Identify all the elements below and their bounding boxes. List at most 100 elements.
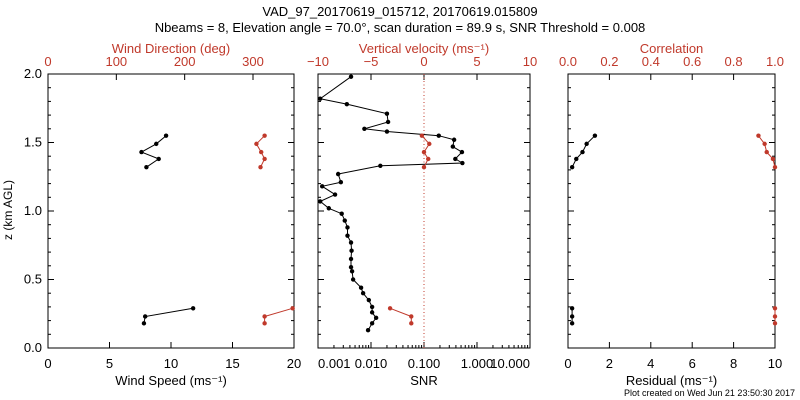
snr-point xyxy=(453,156,458,162)
x-axis-label: Residual (ms⁻¹) xyxy=(626,373,717,388)
figure-title-line1: VAD_97_20170619_015712, 20170619.015809 xyxy=(262,4,537,19)
plot-frame xyxy=(567,73,776,349)
vertical-velocity-point xyxy=(427,141,432,147)
x-tick-label: 6 xyxy=(689,356,696,371)
residual-point xyxy=(584,141,589,147)
snr-point xyxy=(373,315,379,321)
wind-speed-point xyxy=(156,156,161,162)
x-tick-label: 2 xyxy=(606,356,613,371)
snr-point xyxy=(332,192,338,197)
residual-point xyxy=(569,306,575,311)
x-tick-label: 1.000 xyxy=(461,356,494,371)
plot-frame xyxy=(47,73,295,349)
vertical-velocity-point xyxy=(409,321,414,326)
wind-speed-point xyxy=(141,321,147,326)
wind-direction-point xyxy=(262,314,267,319)
x-tick-label: 0.001 xyxy=(318,356,351,371)
snr-point xyxy=(319,184,325,189)
top-tick-label: 0.2 xyxy=(600,54,618,69)
snr-point xyxy=(384,129,390,134)
x-tick-label: 0.010 xyxy=(355,356,388,371)
snr-point xyxy=(460,160,465,166)
snr-point xyxy=(326,206,332,211)
y-tick-label: 1.5 xyxy=(24,135,42,150)
snr-point xyxy=(338,180,344,185)
correlation-point xyxy=(770,156,776,162)
top-tick-label: −5 xyxy=(364,54,379,69)
wind-speed-point xyxy=(163,133,169,138)
snr-point xyxy=(459,149,465,155)
top-tick-label: 300 xyxy=(242,54,264,69)
correlation-point xyxy=(772,306,778,311)
top-axis-label: Correlation xyxy=(640,41,704,56)
snr-point xyxy=(450,144,456,149)
vertical-velocity-point xyxy=(421,149,427,155)
wind-direction-point xyxy=(254,141,259,147)
top-tick-label: 0 xyxy=(420,54,427,69)
x-tick-label: 20 xyxy=(287,356,301,371)
snr-point xyxy=(348,264,354,270)
x-tick-label: 0.100 xyxy=(408,356,441,371)
x-tick-label: 0 xyxy=(44,356,51,371)
snr-point xyxy=(369,310,375,315)
wind-direction-point xyxy=(262,133,267,138)
y-tick-label: 1.0 xyxy=(24,203,42,218)
wind-speed-line xyxy=(140,135,167,168)
snr-point xyxy=(348,240,354,245)
snr-point xyxy=(348,74,354,79)
snr-line xyxy=(318,76,465,331)
snr-point xyxy=(365,327,371,333)
snr-point xyxy=(317,199,323,204)
snr-point xyxy=(436,133,441,138)
snr-point xyxy=(362,126,367,131)
snr-point xyxy=(385,119,391,125)
correlation-point xyxy=(772,321,778,326)
wind-speed-point xyxy=(190,306,196,311)
snr-point xyxy=(366,297,372,303)
snr-point xyxy=(360,291,366,296)
correlation-point xyxy=(762,141,767,147)
y-tick-label: 2.0 xyxy=(24,66,42,81)
top-tick-label: 100 xyxy=(105,54,127,69)
snr-point xyxy=(342,218,347,223)
wind-speed-point xyxy=(139,149,144,155)
residual-point xyxy=(569,314,575,319)
wind-direction-point xyxy=(290,306,295,311)
x-tick-label: 5 xyxy=(106,356,113,371)
y-tick-label: 0.0 xyxy=(24,340,42,355)
wind-direction-point xyxy=(262,156,267,162)
correlation-point xyxy=(772,164,778,170)
snr-point xyxy=(335,171,341,177)
top-tick-label: 0 xyxy=(44,54,51,69)
snr-point xyxy=(339,211,344,216)
y-tick-label: 0.5 xyxy=(24,272,42,287)
wind-speed-point xyxy=(144,164,149,170)
x-tick-label: 10 xyxy=(164,356,178,371)
top-tick-label: 0.6 xyxy=(683,54,701,69)
top-tick-label: 10 xyxy=(523,54,537,69)
residual-point xyxy=(569,321,575,326)
snr-point xyxy=(451,137,457,142)
snr-point xyxy=(378,163,383,168)
correlation-point xyxy=(772,314,778,319)
x-axis-label: Wind Speed (ms⁻¹) xyxy=(115,373,227,388)
snr-point xyxy=(345,225,350,230)
snr-point xyxy=(384,111,390,116)
wind-direction-point xyxy=(262,321,267,326)
wind-direction-line xyxy=(264,307,293,324)
vertical-velocity-point xyxy=(409,314,414,319)
top-tick-label: 0.4 xyxy=(642,54,660,69)
residual-point xyxy=(574,156,579,162)
top-tick-label: 1.0 xyxy=(766,54,784,69)
wind-direction-point xyxy=(259,149,264,155)
x-axis-label: SNR xyxy=(410,373,437,388)
residual-point xyxy=(569,164,575,170)
vertical-velocity-line xyxy=(389,307,412,324)
wind-speed-line xyxy=(143,307,194,324)
vertical-velocity-point xyxy=(421,164,427,170)
wind-direction-point xyxy=(258,164,263,170)
snr-point xyxy=(358,285,364,290)
x-tick-label: 15 xyxy=(225,356,239,371)
